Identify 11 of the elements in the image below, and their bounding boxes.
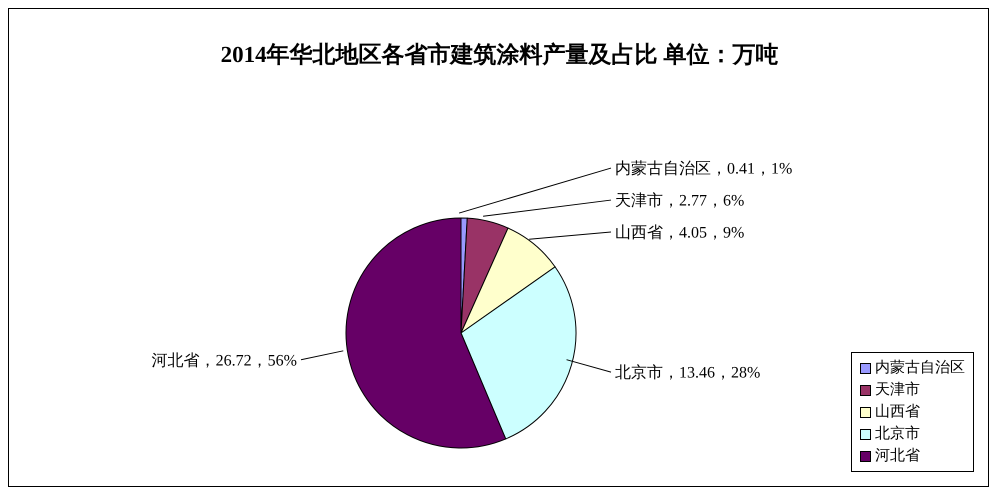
- data-label: 内蒙古自治区，0.41，1%: [615, 160, 792, 178]
- legend-label: 河北省: [875, 446, 920, 466]
- legend-label: 天津市: [875, 380, 920, 400]
- data-label: 北京市，13.46，28%: [615, 364, 760, 382]
- legend-label: 北京市: [875, 424, 920, 444]
- data-label: 山西省，4.05，9%: [615, 224, 744, 242]
- legend-label: 山西省: [875, 402, 920, 422]
- chart-title: 2014年华北地区各省市建筑涂料产量及占比 单位：万吨: [220, 41, 780, 69]
- data-label: 天津市，2.77，6%: [615, 192, 744, 210]
- data-label: 河北省，26.72，56%: [152, 351, 297, 370]
- legend-label: 内蒙古自治区: [875, 358, 965, 378]
